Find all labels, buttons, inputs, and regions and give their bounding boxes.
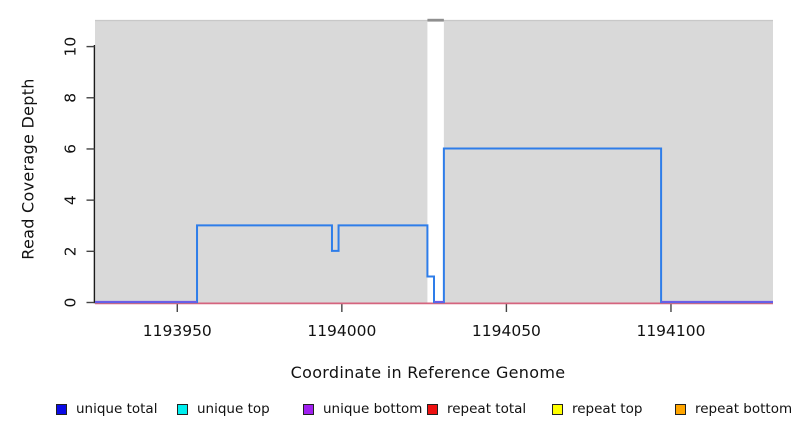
y-tick-label: 0	[62, 298, 80, 308]
legend-item-repeat-top: repeat top	[552, 401, 642, 417]
y-axis-title: Read Coverage Depth	[18, 78, 38, 260]
unique-top-swatch-icon	[177, 403, 188, 415]
y-tick-label: 4	[62, 195, 80, 205]
x-tick-label: 1194000	[307, 322, 376, 340]
x-tick-label: 1194100	[636, 322, 705, 340]
y-tick-label: 2	[62, 246, 80, 256]
legend-item-unique-bottom: unique bottom	[303, 401, 422, 417]
repeat-bottom-swatch-icon	[675, 403, 686, 415]
y-tick-label: 8	[62, 93, 80, 103]
gap-top-marker	[427, 18, 444, 22]
x-axis-title: Coordinate in Reference Genome	[290, 363, 566, 382]
legend-label: repeat bottom	[695, 401, 792, 417]
legend-label: unique top	[197, 401, 270, 417]
legend-item-unique-total: unique total	[56, 401, 157, 417]
legend-label: unique total	[76, 401, 158, 417]
y-tick-label: 10	[62, 37, 80, 57]
legend-label: unique bottom	[323, 401, 423, 417]
x-tick-label: 1194050	[472, 322, 541, 340]
legend-item-repeat-bottom: repeat bottom	[675, 401, 792, 417]
unique-total-swatch-icon	[56, 403, 67, 415]
legend-item-unique-top: unique top	[177, 401, 270, 417]
unique-total-line	[95, 147, 773, 304]
legend-label: repeat total	[447, 401, 527, 417]
repeat-top-swatch-icon	[552, 403, 563, 415]
gap-band	[427, 21, 444, 303]
legend-label: repeat top	[572, 401, 643, 417]
repeat-total-swatch-icon	[427, 403, 438, 415]
y-tick-label: 6	[62, 144, 80, 154]
unique-bottom-swatch-icon	[303, 403, 314, 415]
x-tick-label: 1193950	[143, 322, 212, 340]
legend-item-repeat-total: repeat total	[427, 401, 526, 417]
